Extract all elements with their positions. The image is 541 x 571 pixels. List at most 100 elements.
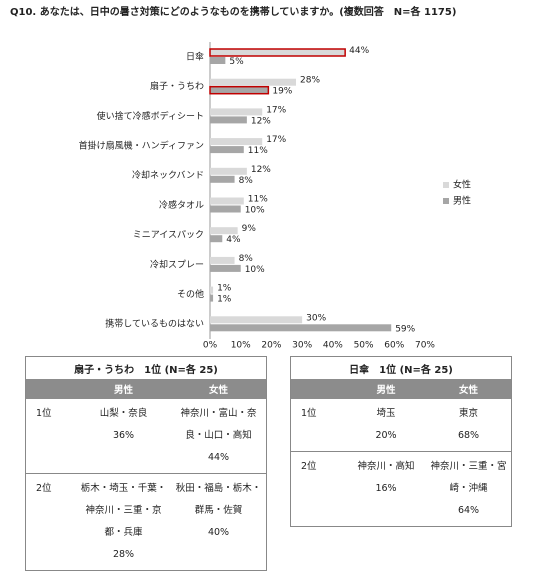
region-text: 秋田・福島・栃木・群馬・佐賀 — [175, 483, 262, 516]
table-cell: 秋田・福島・栃木・群馬・佐賀 40% — [171, 473, 266, 570]
table-cell: 栃木・埼玉・千葉・神奈川・三重・京都・兵庫 28% — [76, 473, 171, 570]
header-row: 男性 女性 — [26, 379, 266, 399]
table: 男性 女性 1位 山梨・奈良 36% 神奈川・富山・奈良・山口・高知 44% 2位 栃木・埼玉・… — [26, 379, 266, 570]
bar — [210, 256, 235, 264]
value-label: 8% — [239, 176, 254, 186]
percent-text: 68% — [457, 430, 480, 441]
chart: Q10. あなたは、日中の暑さ対策にどのようなものを携帯していますか。(複数回答… — [10, 5, 471, 351]
category-label: 使い捨て冷感ボディシート — [97, 110, 204, 122]
chart-title: Q10. あなたは、日中の暑さ対策にどのようなものを携帯していますか。(複数回答… — [10, 5, 456, 18]
legend-label: 女性 — [453, 179, 471, 191]
percent-text: 16% — [375, 483, 397, 494]
header-cell — [291, 379, 346, 399]
value-label: 12% — [251, 165, 271, 175]
percent-text: 64% — [457, 505, 480, 516]
header-cell: 男性 — [76, 379, 171, 399]
region-text: 神奈川・高知 — [357, 461, 415, 472]
category-label: 携帯しているものはない — [105, 318, 204, 330]
category-label: 日傘 — [186, 50, 204, 62]
category-label: その他 — [177, 288, 204, 300]
rank-cell: 1位 — [36, 408, 52, 419]
legend-swatch — [443, 182, 449, 188]
category-label: 扇子・うちわ — [150, 80, 204, 92]
table-cell: 東京 68% — [426, 399, 511, 452]
table-row: 2位 栃木・埼玉・千葉・神奈川・三重・京都・兵庫 28% 秋田・福島・栃木・群馬・佐賀… — [26, 473, 266, 570]
percent-text: 28% — [112, 549, 135, 560]
rank-cell: 2位 — [26, 473, 76, 570]
table-title: 日傘 1位 (N=各 25) — [349, 365, 453, 376]
value-label: 11% — [248, 195, 268, 205]
percent-text: 20% — [375, 430, 397, 441]
category-label: 首掛け扇風機・ハンディファン — [79, 139, 204, 151]
region-text: 山梨・奈良 — [99, 408, 148, 419]
bar — [210, 167, 247, 175]
table-cell: 神奈川・三重・宮崎・沖縄 64% — [426, 451, 511, 526]
header-cell — [26, 379, 76, 399]
header-cell: 女性 — [426, 379, 511, 399]
legend-swatch — [443, 198, 449, 204]
percent-text: 40% — [207, 527, 230, 538]
bar — [209, 85, 270, 95]
region-text: 栃木・埼玉・千葉・神奈川・三重・京都・兵庫 — [80, 483, 167, 538]
x-tick-label: 70% — [415, 341, 435, 351]
header-cell: 男性 — [346, 379, 426, 399]
x-tick-label: 50% — [354, 341, 374, 351]
x-tick-label: 60% — [384, 341, 404, 351]
header-cell: 女性 — [171, 379, 266, 399]
table: 男性 女性 1位 埼玉 20% 東京 68% 2位 神奈川・高知 16% 神奈川・三重・宮崎・沖縄 6… — [291, 379, 511, 526]
table-cell: 山梨・奈良 36% — [76, 399, 171, 474]
x-tick-label: 30% — [292, 341, 312, 351]
value-label: 1% — [217, 284, 232, 294]
bar — [210, 324, 392, 332]
page: Q10. あなたは、日中の暑さ対策にどのようなものを携帯していますか。(複数回答… — [10, 5, 512, 571]
table-cell: 埼玉 20% — [346, 399, 426, 452]
value-label: 44% — [349, 46, 369, 56]
category-label: 冷却ネックバンド — [132, 169, 204, 181]
bar — [210, 138, 263, 146]
legend-label: 男性 — [453, 195, 471, 207]
value-label: 17% — [266, 105, 286, 115]
bar — [210, 175, 235, 183]
category-label: 冷感タオル — [159, 199, 204, 211]
bar — [210, 264, 241, 272]
bar — [210, 205, 241, 213]
value-label: 8% — [239, 254, 254, 264]
x-tick-label: 40% — [323, 341, 343, 351]
value-label: 10% — [245, 206, 265, 216]
region-text: 埼玉 — [376, 408, 396, 419]
category-label: ミニアイスパック — [133, 230, 204, 241]
percent-text: 44% — [207, 452, 230, 463]
rank-cell: 2位 — [291, 451, 346, 526]
bar — [210, 316, 303, 324]
table-title: 扇子・うちわ 1位 (N=各 25) — [74, 365, 218, 376]
x-tick-label: 10% — [231, 341, 251, 351]
bar — [210, 146, 244, 154]
rank-cell: 1位 — [301, 408, 317, 419]
x-tick-label: 20% — [261, 341, 281, 351]
value-label: 30% — [306, 313, 326, 323]
category-label: 冷却スプレー — [150, 258, 204, 270]
header-row: 男性 女性 — [291, 379, 511, 399]
x-tick-label: 0% — [203, 341, 218, 351]
value-label: 59% — [395, 324, 415, 334]
bar — [209, 48, 346, 57]
bar — [210, 116, 247, 124]
table-cell: 神奈川・高知 16% — [346, 451, 426, 526]
percent-text: 36% — [112, 430, 135, 441]
bar — [210, 294, 214, 302]
table-row: 2位 神奈川・高知 16% 神奈川・三重・宮崎・沖縄 64% — [291, 451, 511, 526]
table-row: 1位 埼玉 20% 東京 68% — [291, 399, 511, 452]
value-label: 11% — [248, 146, 268, 156]
value-label: 12% — [251, 116, 271, 126]
bar — [210, 227, 238, 235]
value-label: 19% — [272, 87, 292, 97]
ranking-table: 日傘 1位 (N=各 25) 男性 女性 1位 埼玉 20% 東京 68% 2位 神奈川・高知 16… — [290, 356, 512, 527]
value-label: 17% — [266, 135, 286, 145]
value-label: 9% — [242, 224, 257, 234]
region-text: 東京 — [458, 408, 478, 419]
value-label: 10% — [245, 265, 265, 275]
table-row: 1位 山梨・奈良 36% 神奈川・富山・奈良・山口・高知 44% — [26, 399, 266, 474]
table-cell: 神奈川・富山・奈良・山口・高知 44% — [171, 399, 266, 474]
bar — [210, 57, 226, 64]
region-text: 神奈川・三重・宮崎・沖縄 — [430, 461, 507, 494]
